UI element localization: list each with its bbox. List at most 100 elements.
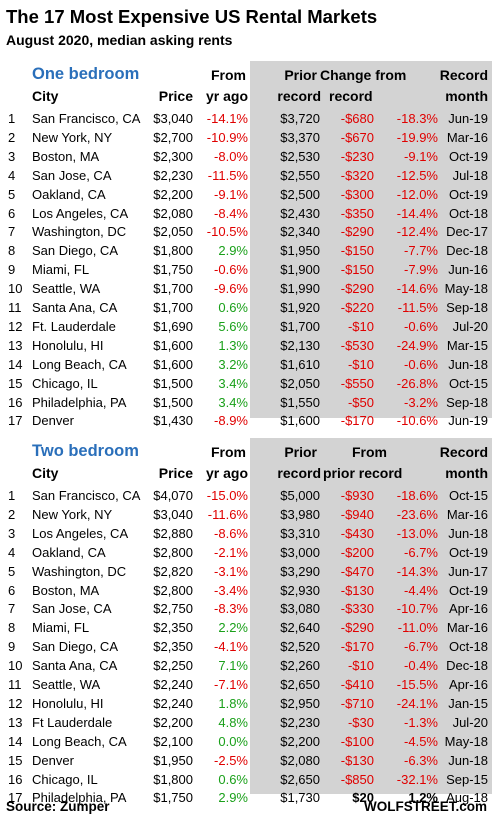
header-month: month — [445, 88, 488, 104]
price-value: $1,700 — [153, 281, 193, 297]
price-value: $2,800 — [153, 582, 193, 598]
price-value: $2,700 — [153, 129, 193, 145]
table-row: 12 Ft. Lauderdale $1,690 5.6% $1,700 -$10 -0.6… — [0, 317, 495, 336]
city-name: San Francisco, CA — [32, 111, 141, 126]
price-value: $2,820 — [153, 563, 193, 579]
price-value: $2,050 — [153, 224, 193, 240]
row-number: 7 — [8, 224, 16, 240]
city-name: Honolulu, HI — [32, 337, 104, 353]
change-percent: -3.2% — [404, 394, 438, 410]
table-row: 16 Chicago, IL $1,800 0.6% $2,650 -$850 -32.1%… — [0, 770, 495, 789]
row-number: 12 — [8, 318, 23, 334]
city-name: Ft. Lauderdale — [32, 318, 116, 334]
change-percent: -11.0% — [397, 620, 438, 636]
change-percent: -12.4% — [396, 224, 438, 240]
change-amount: -$850 — [340, 771, 374, 787]
price-value: $1,600 — [153, 356, 193, 372]
price-value: $1,700 — [153, 300, 193, 315]
city-name: Chicago, IL — [32, 771, 98, 787]
change-percent: -10.6% — [396, 413, 438, 429]
yoy-change: 2.2% — [218, 620, 248, 636]
city-name: Chicago, IL — [32, 375, 98, 391]
change-amount: -$290 — [340, 224, 374, 240]
yoy-change: 7.1% — [218, 658, 248, 674]
yoy-change: -0.6% — [214, 262, 248, 278]
row-number: 6 — [8, 582, 16, 598]
record-month: Oct-18 — [448, 205, 488, 221]
change-percent: -0.4% — [404, 658, 438, 674]
yoy-change: 0.6% — [218, 300, 248, 315]
prior-record-value: $3,370 — [280, 129, 320, 145]
change-amount: -$680 — [340, 111, 374, 126]
header-record: Record — [439, 67, 488, 83]
header-record-col: record — [277, 465, 321, 481]
city-name: Seattle, WA — [32, 281, 101, 297]
city-name: Los Angeles, CA — [32, 525, 129, 541]
record-month: Jun-19 — [448, 111, 488, 126]
table-row: 8 San Diego, CA $1,800 2.9% $1,950 -$150 -7.7%… — [0, 241, 495, 260]
prior-record-value: $3,080 — [280, 601, 320, 617]
prior-record-value: $3,720 — [280, 111, 320, 126]
change-amount: -$940 — [340, 506, 374, 522]
yoy-change: -15.0% — [206, 488, 248, 503]
row-number: 11 — [8, 300, 22, 315]
change-percent: -7.7% — [404, 243, 438, 259]
prior-record-value: $2,080 — [280, 752, 320, 768]
yoy-change: 1.3% — [218, 337, 248, 353]
prior-record-value: $3,980 — [280, 506, 320, 522]
header-city: City — [32, 88, 59, 104]
yoy-change: -4.1% — [214, 639, 248, 655]
change-percent: -11.5% — [397, 300, 438, 315]
city-name: Washington, DC — [32, 224, 127, 240]
change-amount: $20 — [352, 790, 374, 806]
change-percent: -6.7% — [404, 544, 438, 560]
price-value: $1,750 — [153, 262, 193, 278]
yoy-change: -11.5% — [207, 167, 248, 183]
record-month: Jul-20 — [452, 318, 488, 334]
yoy-change: -3.4% — [214, 582, 248, 598]
change-percent: -14.6% — [396, 281, 438, 297]
yoy-change: -8.0% — [214, 148, 248, 164]
header-from: From — [211, 444, 246, 460]
price-value: $1,800 — [153, 771, 193, 787]
prior-record-value: $2,650 — [280, 771, 320, 787]
record-month: Dec-17 — [446, 224, 488, 240]
prior-record-value: $2,530 — [280, 148, 320, 164]
record-month: Jun-16 — [448, 262, 488, 278]
prior-record-value: $2,520 — [280, 639, 320, 655]
change-amount: -$530 — [340, 337, 374, 353]
row-number: 13 — [8, 337, 23, 353]
yoy-change: -7.1% — [214, 677, 248, 692]
table-row: 11 Seattle, WA $2,240 -7.1% $2,650 -$410 -15.5… — [0, 675, 495, 694]
record-month: Jul-20 — [452, 714, 488, 730]
row-number: 5 — [8, 563, 16, 579]
change-amount: -$130 — [340, 752, 374, 768]
yoy-change: 0.6% — [218, 771, 248, 787]
prior-record-value: $1,900 — [280, 262, 320, 278]
yoy-change: 1.8% — [218, 695, 248, 711]
table-row: 8 Miami, FL $2,350 2.2% $2,640 -$290 -11.0% Mar… — [0, 618, 495, 637]
change-percent: -4.4% — [404, 582, 438, 598]
prior-record-value: $2,650 — [280, 677, 320, 692]
table-row: 9 San Diego, CA $2,350 -4.1% $2,520 -$170 -6.7… — [0, 637, 495, 656]
record-month: Oct-19 — [448, 148, 488, 164]
row-number: 14 — [8, 356, 23, 372]
price-value: $2,880 — [153, 525, 193, 541]
price-value: $2,240 — [153, 695, 193, 711]
change-percent: -15.5% — [396, 677, 438, 692]
change-amount: -$200 — [340, 544, 374, 560]
price-value: $2,300 — [153, 148, 193, 164]
record-month: Mar-16 — [446, 129, 488, 145]
row-number: 17 — [8, 413, 23, 429]
brand-name: WOLFSTREET.com — [363, 799, 487, 814]
table-row: 17 Philadelphia, PA $1,750 2.9% $1,730 $20 1.2… — [0, 788, 495, 807]
city-name: Los Angeles, CA — [32, 205, 129, 221]
yoy-change: -10.5% — [206, 224, 248, 240]
price-value: $1,950 — [153, 752, 193, 768]
change-amount: -$100 — [340, 733, 374, 749]
prior-record-value: $2,340 — [280, 224, 320, 240]
city-name: New York, NY — [32, 129, 113, 145]
city-name: Miami, FL — [32, 262, 90, 278]
header-yr-ago: yr ago — [205, 88, 248, 104]
row-number: 1 — [8, 111, 16, 126]
